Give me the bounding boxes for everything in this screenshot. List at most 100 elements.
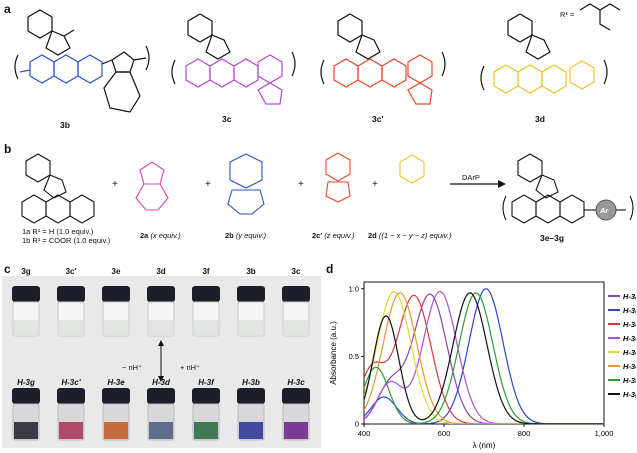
legend-label: H-3g <box>623 390 636 399</box>
vial-solution-bottom <box>239 422 263 439</box>
vial-solution-top <box>14 320 38 335</box>
reactant-2b-structure <box>227 153 265 215</box>
x-tick-label: 600 <box>438 429 451 438</box>
vial-solution-bottom <box>149 422 173 439</box>
vial-cap-top <box>237 286 265 302</box>
vial-cap-top <box>57 286 85 302</box>
series-line <box>364 293 604 424</box>
x-tick-label: 1,000 <box>595 429 614 438</box>
ar-circle <box>595 199 617 221</box>
series-line <box>364 292 604 424</box>
reactant-2d-structure <box>399 154 425 184</box>
polymer-3c-prime-structure <box>320 13 446 105</box>
x-axis-label: λ (nm) <box>473 441 496 450</box>
reaction-arrow <box>450 180 506 188</box>
reactant-2a-structure <box>135 161 169 211</box>
vial-solution-bottom <box>59 422 83 439</box>
vials-svg <box>2 276 321 448</box>
vial-cap-top <box>192 286 220 302</box>
ar-label: Ar <box>600 206 609 215</box>
product-structure <box>502 153 634 224</box>
y-tick-label: 0.5 <box>349 352 359 361</box>
arrow-head-up <box>158 340 164 346</box>
legend-label: H-3d <box>623 348 636 357</box>
y-tick-label: 0 <box>355 420 359 429</box>
vial-label-bottom: H-3f <box>198 378 214 387</box>
reactant-1a-label: 1a R¹ = H (1.0 equiv.) <box>22 227 94 236</box>
vial-cap-top <box>12 286 40 302</box>
compound-label-3b: 3b <box>60 120 70 130</box>
vial-label-bottom: H-3e <box>107 378 125 387</box>
vial-label-top: 3f <box>202 267 210 276</box>
vial-cap-bottom <box>282 388 310 404</box>
vial-label-bottom: H-3b <box>242 378 260 387</box>
polymer-3d-structure <box>480 3 621 94</box>
vial-label-bottom: H-3g <box>17 378 35 387</box>
vial-solution-top <box>239 320 263 335</box>
vial-label-top: 3g <box>21 267 31 276</box>
vial-cap-bottom <box>192 388 220 404</box>
legend-label: H-3e <box>623 362 636 371</box>
reactant-2a-label: 2a (x equiv.) <box>140 231 181 240</box>
series-line <box>364 292 604 424</box>
reactant-2d-label: 2d ((1 − x − y − z) equiv.) <box>368 231 452 240</box>
vial-cap-bottom <box>237 388 265 404</box>
panel-b-scheme <box>21 152 634 224</box>
arrow-label-darp: DArP <box>462 173 480 182</box>
reactant-2c-prime-label: 2c′ (z equiv.) <box>312 231 355 240</box>
panel-a-structures <box>14 3 621 113</box>
vial-solution-top <box>59 320 83 335</box>
legend-label: H-3f <box>623 376 636 385</box>
compound-label-3c: 3c <box>222 114 232 124</box>
vial-photograph <box>2 276 321 448</box>
vial-label-bottom: H-3d <box>152 378 170 387</box>
vial-cap-bottom <box>147 388 175 404</box>
legend-label: H-3c <box>623 334 636 343</box>
reactant-2c-prime-structure <box>325 152 351 203</box>
vial-solution-top <box>104 320 128 335</box>
vial-label-top: 3c′ <box>65 267 77 276</box>
polymer-3c-structure <box>171 13 296 105</box>
vial-cap-top <box>147 286 175 302</box>
vial-solution-bottom <box>284 422 308 439</box>
vial-label-top: 3b <box>246 267 256 276</box>
vial-cap-bottom <box>102 388 130 404</box>
vial-cap-top <box>282 286 310 302</box>
r-group-label: R¹ = <box>560 10 575 19</box>
plus-sign-1: + <box>112 179 118 190</box>
compound-label-3c-prime: 3c′ <box>372 114 384 124</box>
legend-label: H-3c′ <box>623 320 636 329</box>
panel-letter-a: a <box>4 2 11 16</box>
plus-sign-2: + <box>205 179 211 190</box>
vial-label-top: 3d <box>156 267 166 276</box>
reactant-1-structure <box>21 153 95 224</box>
vial-label-bottom: H-3c′ <box>61 378 81 387</box>
deprotonation-label: − nH⁺ <box>122 363 143 372</box>
plus-sign-4: + <box>372 179 378 190</box>
vial-solution-bottom <box>194 422 218 439</box>
series-line <box>364 291 604 424</box>
panel-letter-c: c <box>4 262 11 276</box>
vial-cap-bottom <box>57 388 85 404</box>
series-line <box>364 292 604 424</box>
panel-letter-b: b <box>4 142 12 156</box>
reactant-1b-label: 1b R¹ = COOR (1.0 equiv.) <box>22 236 111 245</box>
polymer-3b-structure <box>14 9 150 113</box>
vial-solution-bottom <box>104 422 128 439</box>
x-tick-label: 800 <box>518 429 531 438</box>
reactant-2b-label: 2b (y equiv.) <box>225 231 267 240</box>
y-axis-label: Absorbance (a.u.) <box>329 321 338 385</box>
vial-solution-top <box>194 320 218 335</box>
panel-letter-d: d <box>326 262 334 276</box>
legend-label: H-3a <box>623 292 636 301</box>
y-tick-label: 1.0 <box>349 284 359 293</box>
vial-cap-top <box>102 286 130 302</box>
protonation-label: + nH⁺ <box>180 363 201 372</box>
vial-label-top: 3e <box>111 267 121 276</box>
x-tick-label: 400 <box>358 429 371 438</box>
arrow-head-down <box>158 376 164 382</box>
absorbance-chart: 400 600 800 1,000 0 0.5 1.0 λ (nm) Absorbance (a… <box>329 281 636 450</box>
vial-cap-bottom <box>12 388 40 404</box>
vial-solution-top <box>149 320 173 335</box>
vial-solution-top <box>284 320 308 335</box>
